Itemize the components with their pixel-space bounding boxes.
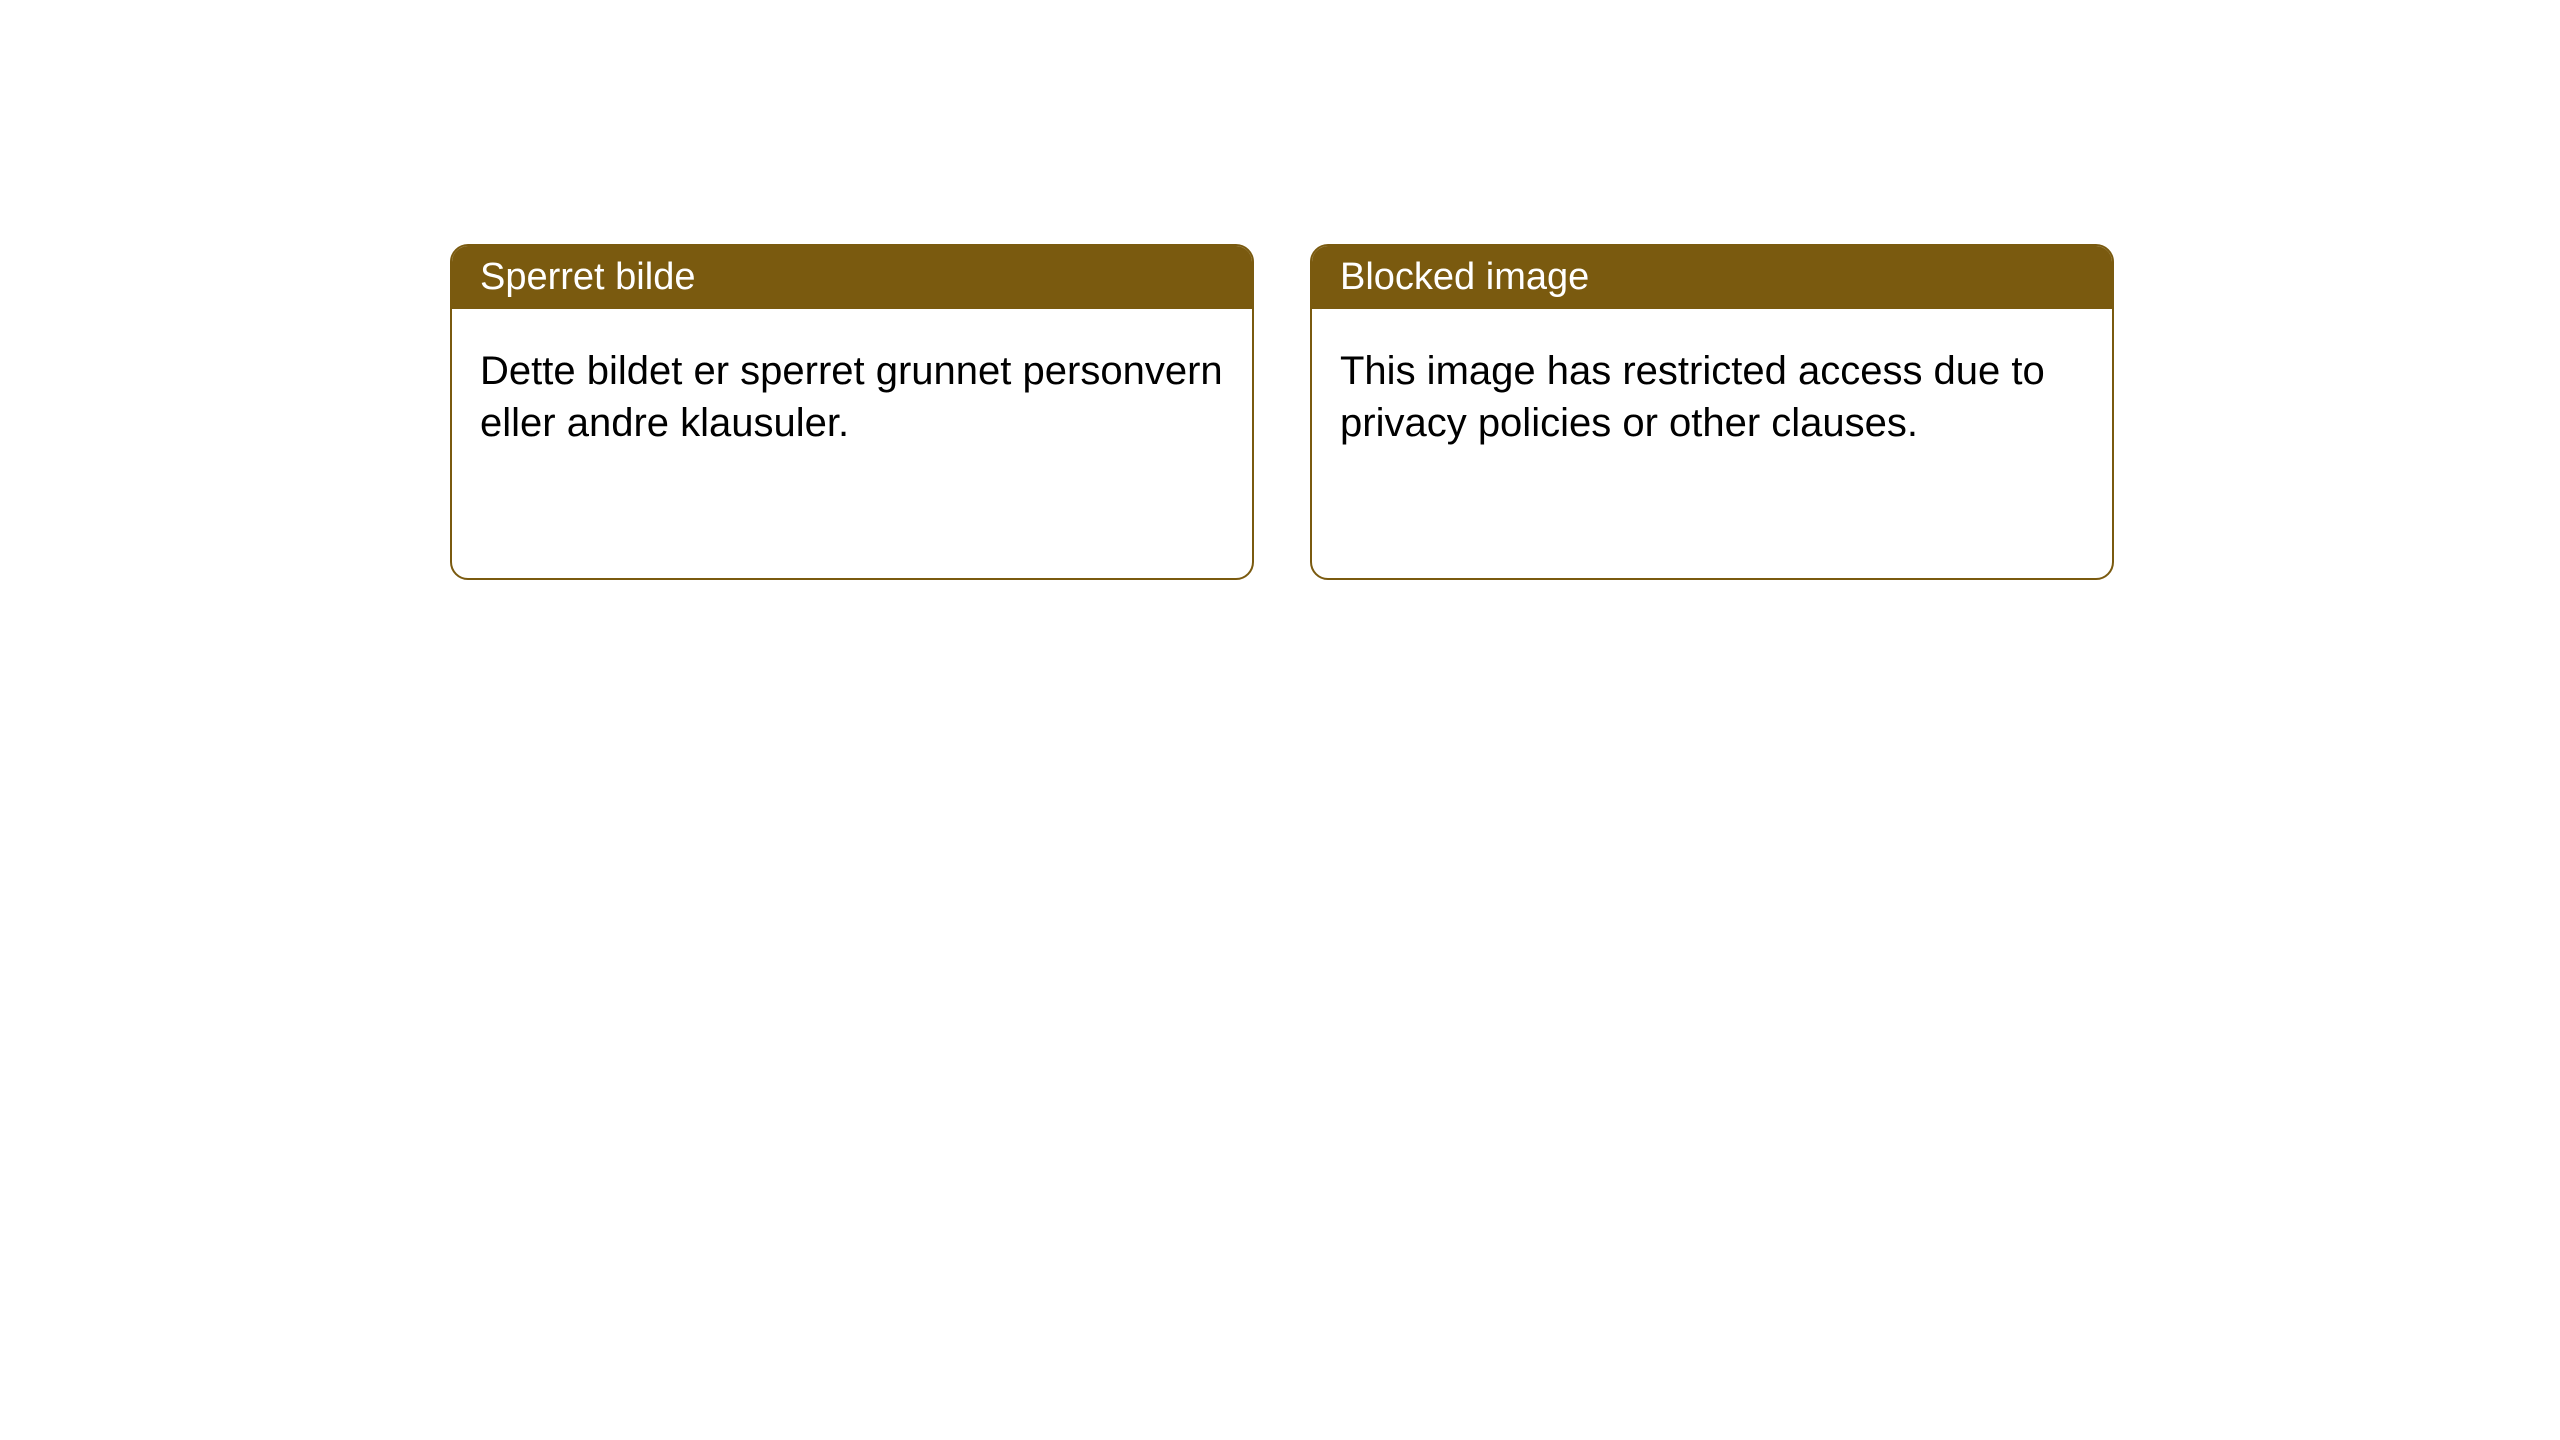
notice-card-norwegian: Sperret bilde Dette bildet er sperret gr… bbox=[450, 244, 1254, 580]
notice-container: Sperret bilde Dette bildet er sperret gr… bbox=[0, 0, 2560, 580]
notice-card-title: Sperret bilde bbox=[452, 246, 1252, 309]
notice-card-body: This image has restricted access due to … bbox=[1312, 309, 2112, 485]
notice-card-title: Blocked image bbox=[1312, 246, 2112, 309]
notice-card-body: Dette bildet er sperret grunnet personve… bbox=[452, 309, 1252, 485]
notice-card-english: Blocked image This image has restricted … bbox=[1310, 244, 2114, 580]
